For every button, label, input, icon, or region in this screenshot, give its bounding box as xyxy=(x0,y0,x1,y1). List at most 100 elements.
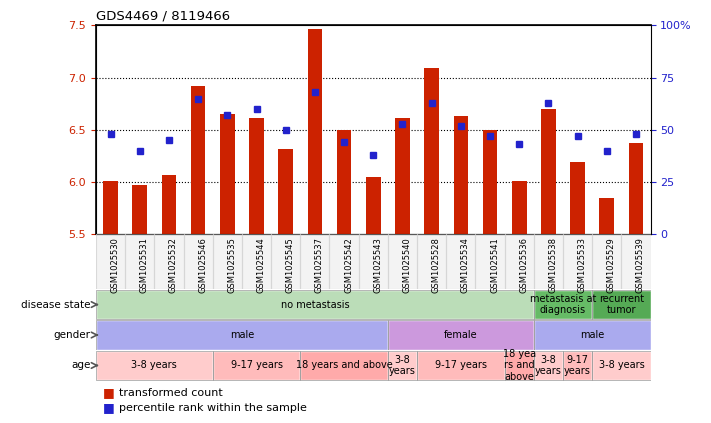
Bar xyxy=(534,234,563,289)
Bar xyxy=(154,234,183,289)
Bar xyxy=(388,320,534,350)
Bar xyxy=(220,114,235,234)
Bar xyxy=(417,234,447,289)
Text: 3-8 years: 3-8 years xyxy=(599,360,644,371)
Bar xyxy=(629,143,643,234)
Bar xyxy=(592,290,651,319)
Bar xyxy=(96,234,125,289)
Bar xyxy=(308,28,322,234)
Text: GSM1025539: GSM1025539 xyxy=(636,237,645,293)
Text: 9-17 years: 9-17 years xyxy=(230,360,282,371)
Bar xyxy=(476,234,505,289)
Text: GSM1025533: GSM1025533 xyxy=(577,237,587,293)
Bar xyxy=(191,86,205,234)
Text: GSM1025536: GSM1025536 xyxy=(519,237,528,293)
Bar xyxy=(395,118,410,234)
Bar xyxy=(505,351,534,380)
Bar xyxy=(424,68,439,234)
Bar xyxy=(96,290,534,319)
Text: 9-17
years: 9-17 years xyxy=(564,354,591,376)
Text: GSM1025531: GSM1025531 xyxy=(140,237,149,293)
Bar xyxy=(183,234,213,289)
Bar xyxy=(534,290,592,319)
Text: ■: ■ xyxy=(103,386,119,399)
Bar xyxy=(563,234,592,289)
Bar xyxy=(505,234,534,289)
Bar xyxy=(570,162,585,234)
Bar xyxy=(213,351,300,380)
Bar xyxy=(534,320,651,350)
Text: GSM1025540: GSM1025540 xyxy=(402,237,412,293)
Text: gender: gender xyxy=(53,330,90,340)
Text: GSM1025535: GSM1025535 xyxy=(228,237,236,293)
Bar xyxy=(96,320,388,350)
Bar xyxy=(505,351,534,380)
Text: 18 yea
rs and
above: 18 yea rs and above xyxy=(503,349,536,382)
Text: GDS4469 / 8119466: GDS4469 / 8119466 xyxy=(96,10,230,23)
Bar xyxy=(103,181,118,234)
Text: GSM1025538: GSM1025538 xyxy=(548,237,557,293)
Text: GSM1025537: GSM1025537 xyxy=(315,237,324,293)
Text: GSM1025545: GSM1025545 xyxy=(286,237,295,293)
Bar xyxy=(541,109,556,234)
Text: GSM1025528: GSM1025528 xyxy=(432,237,441,293)
Bar xyxy=(534,290,592,319)
Bar xyxy=(279,148,293,234)
Bar xyxy=(96,290,534,319)
Bar xyxy=(534,351,563,380)
Bar xyxy=(366,177,380,234)
Bar xyxy=(512,181,527,234)
Bar xyxy=(161,175,176,234)
Bar xyxy=(125,234,154,289)
Text: recurrent
tumor: recurrent tumor xyxy=(599,294,644,316)
Text: percentile rank within the sample: percentile rank within the sample xyxy=(119,403,306,413)
Text: female: female xyxy=(444,330,478,340)
Bar xyxy=(300,234,329,289)
Text: ■: ■ xyxy=(103,401,119,414)
Bar xyxy=(388,351,417,380)
Bar xyxy=(599,198,614,234)
Bar xyxy=(592,290,651,319)
Bar xyxy=(337,130,351,234)
Bar xyxy=(388,320,534,350)
Bar xyxy=(329,234,358,289)
Bar xyxy=(592,351,651,380)
Bar xyxy=(563,351,592,380)
Text: GSM1025542: GSM1025542 xyxy=(344,237,353,293)
Bar xyxy=(132,185,147,234)
Text: age: age xyxy=(71,360,90,371)
Text: GSM1025534: GSM1025534 xyxy=(461,237,470,293)
Text: 9-17 years: 9-17 years xyxy=(435,360,487,371)
Bar xyxy=(454,116,468,234)
Bar xyxy=(96,320,388,350)
Bar xyxy=(592,234,621,289)
Bar xyxy=(250,118,264,234)
Bar xyxy=(447,234,476,289)
Bar xyxy=(96,351,213,380)
Text: 18 years and above: 18 years and above xyxy=(296,360,392,371)
Bar xyxy=(388,234,417,289)
Text: no metastasis: no metastasis xyxy=(281,299,349,310)
Bar xyxy=(417,351,505,380)
Text: GSM1025543: GSM1025543 xyxy=(373,237,383,293)
Text: metastasis at
diagnosis: metastasis at diagnosis xyxy=(530,294,597,316)
Bar xyxy=(271,234,300,289)
Bar xyxy=(563,351,592,380)
Text: male: male xyxy=(580,330,604,340)
Text: 3-8
years: 3-8 years xyxy=(535,354,562,376)
Text: male: male xyxy=(230,330,254,340)
Text: transformed count: transformed count xyxy=(119,387,223,398)
Bar xyxy=(96,351,213,380)
Text: GSM1025532: GSM1025532 xyxy=(169,237,178,293)
Bar xyxy=(242,234,271,289)
Bar xyxy=(213,234,242,289)
Bar xyxy=(534,351,563,380)
Text: GSM1025541: GSM1025541 xyxy=(490,237,499,293)
Bar xyxy=(300,351,388,380)
Text: GSM1025546: GSM1025546 xyxy=(198,237,207,293)
Bar xyxy=(621,234,651,289)
Text: disease state: disease state xyxy=(21,299,90,310)
Text: GSM1025544: GSM1025544 xyxy=(257,237,265,293)
Bar xyxy=(592,351,651,380)
Bar xyxy=(358,234,388,289)
